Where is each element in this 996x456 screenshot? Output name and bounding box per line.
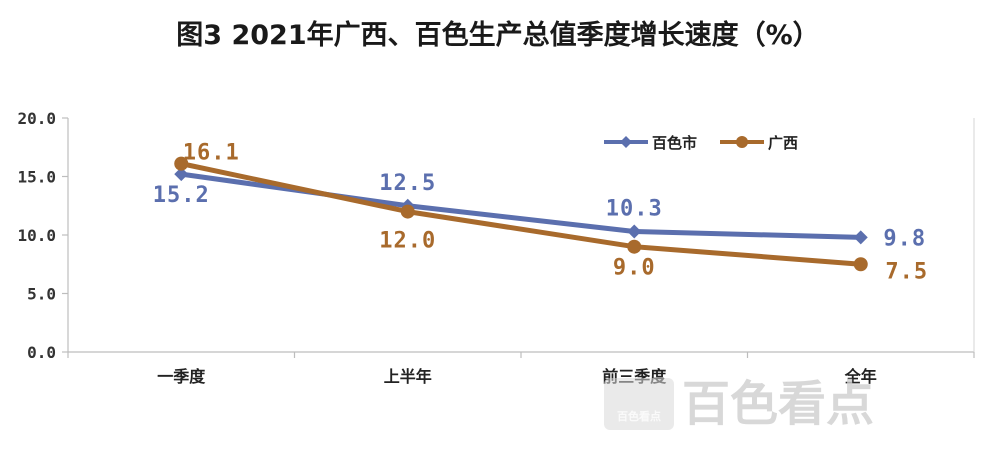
data-label: 12.0: [379, 229, 436, 254]
watermark-text: 百色看点: [682, 376, 874, 432]
watermark: 百色看点 百色看点: [604, 376, 874, 432]
watermark-small-text: 百色看点: [617, 409, 661, 423]
data-point: [853, 257, 868, 272]
x-category-label: 全年: [844, 367, 877, 386]
legend-item: 百色市: [604, 134, 697, 152]
x-category-label: 一季度: [157, 367, 206, 386]
data-point: [627, 224, 642, 239]
data-label: 9.8: [883, 226, 926, 251]
y-tick-label: 0.0: [27, 343, 56, 362]
legend-item: 广西: [720, 134, 798, 152]
data-label: 12.5: [379, 171, 436, 196]
data-label: 7.5: [885, 259, 928, 284]
data-point: [174, 156, 189, 171]
data-label: 15.2: [153, 183, 210, 208]
y-tick-label: 15.0: [17, 168, 56, 187]
legend-label: 百色市: [652, 134, 697, 152]
x-category-label: 上半年: [384, 367, 432, 386]
y-axis-ticks: 0.0 5.0 10.0 15.0 20.0: [17, 109, 68, 362]
data-point: [174, 167, 189, 182]
legend: 百色市 广西: [604, 134, 798, 152]
series-layer: 15.2 12.5 10.3 9.8 16.1 12.0 9.0 7.5: [153, 141, 928, 285]
y-tick-label: 20.0: [17, 109, 56, 128]
y-tick-label: 10.0: [17, 226, 56, 245]
data-point: [853, 230, 868, 245]
data-point: [627, 239, 642, 254]
series-line: [178, 161, 864, 267]
data-label: 10.3: [606, 196, 663, 221]
data-label: 16.1: [183, 141, 240, 166]
legend-marker: [620, 136, 632, 148]
series-百色市: 15.2 12.5 10.3 9.8: [153, 167, 926, 251]
data-point: [400, 204, 415, 219]
series-广西: 16.1 12.0 9.0 7.5: [174, 141, 928, 284]
y-tick-label: 5.0: [27, 285, 56, 304]
chart-title: 图3 2021年广西、百色生产总值季度增长速度（%）: [176, 19, 819, 51]
legend-label: 广西: [768, 134, 798, 152]
legend-marker: [736, 136, 748, 148]
data-label: 9.0: [613, 256, 656, 281]
watermark-logo: [604, 378, 674, 430]
